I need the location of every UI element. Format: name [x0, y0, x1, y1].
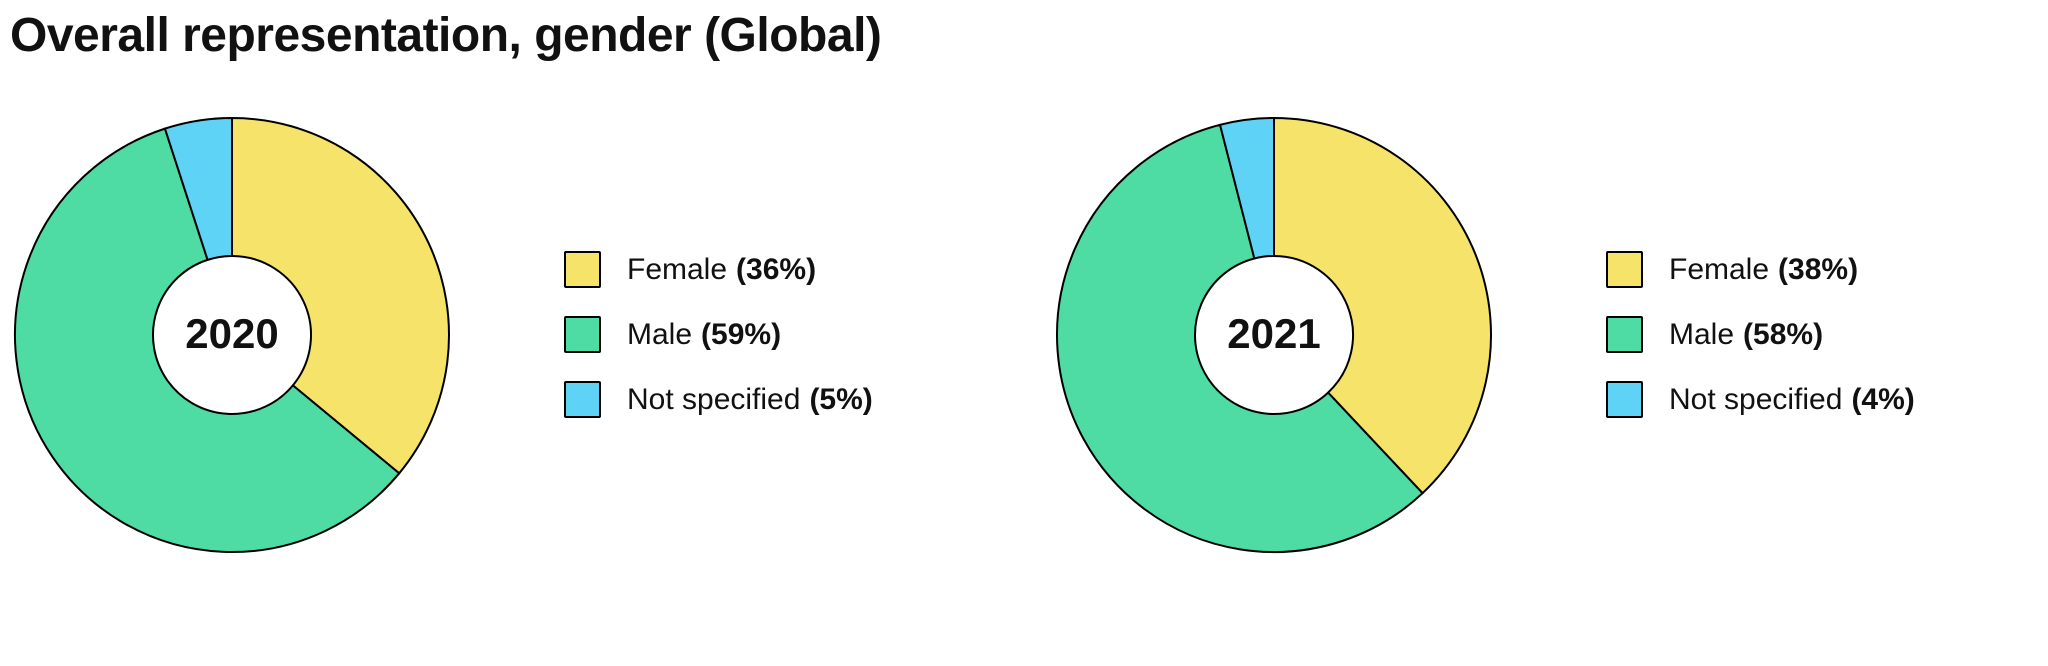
donut-center-label: 2020: [185, 309, 279, 357]
legend-swatch-female: [564, 251, 601, 289]
donut-slice-not-specified: [1219, 116, 1275, 260]
legend-category: Not specified: [1669, 382, 1843, 416]
legend-item-female: Female (38%): [1606, 251, 1936, 289]
legend-label: Not specified (4%): [1669, 383, 1915, 417]
legend-category: Male: [1669, 317, 1735, 351]
legend-item-not-specified: Not specified (4%): [1606, 381, 1936, 419]
legend-item-male: Male (59%): [564, 316, 894, 354]
legend-category: Not specified: [627, 382, 801, 416]
legend-2021: Female (38%) Male (58%) Not specified (4%): [1606, 251, 1936, 419]
donut-slice-male: [1056, 123, 1424, 553]
donut-slice-male: [14, 127, 401, 553]
legend-value: (4%): [1851, 382, 1915, 416]
legend-category: Female: [627, 252, 728, 286]
legend-swatch-female: [1606, 251, 1643, 289]
legend-label: Male (58%): [1669, 318, 1823, 352]
legend-swatch-not-specified: [564, 381, 601, 419]
legend-value: (38%): [1778, 252, 1859, 286]
legend-value: (36%): [736, 252, 817, 286]
donut-slice-not-specified: [163, 116, 233, 261]
donut-center-label: 2021: [1227, 309, 1321, 357]
legend-item-female: Female (36%): [564, 251, 894, 289]
legend-2020: Female (36%) Male (59%) Not specified (5%): [564, 251, 894, 419]
legend-value: (59%): [701, 317, 782, 351]
donut-chart-block-2020: 2020 Female (36%) Male (59%) Not specified…: [12, 115, 894, 555]
legend-item-not-specified: Not specified (5%): [564, 381, 894, 419]
legend-value: (58%): [1743, 317, 1824, 351]
legend-category: Female: [1669, 252, 1770, 286]
legend-swatch-male: [1606, 316, 1643, 354]
legend-label: Female (36%): [627, 253, 816, 287]
donut-chart-block-2021: 2021 Female (38%) Male (58%) Not specified…: [1054, 115, 1936, 555]
donut-chart-2021: 2021: [1054, 115, 1494, 555]
donut-svg-2020: [14, 116, 450, 553]
legend-label: Not specified (5%): [627, 383, 873, 417]
charts-row: 2020 Female (36%) Male (59%) Not specified…: [10, 115, 2048, 555]
donut-slice-female: [231, 116, 450, 475]
legend-swatch-male: [564, 316, 601, 354]
legend-label: Female (38%): [1669, 253, 1858, 287]
page-title: Overall representation, gender (Global): [10, 9, 882, 62]
legend-category: Male: [627, 317, 693, 351]
legend-label: Male (59%): [627, 318, 781, 352]
legend-swatch-not-specified: [1606, 381, 1643, 419]
donut-svg-2021: [1056, 116, 1492, 553]
legend-item-male: Male (58%): [1606, 316, 1936, 354]
donut-slice-female: [1273, 116, 1492, 494]
donut-chart-2020: 2020: [12, 115, 452, 555]
legend-value: (5%): [809, 382, 873, 416]
